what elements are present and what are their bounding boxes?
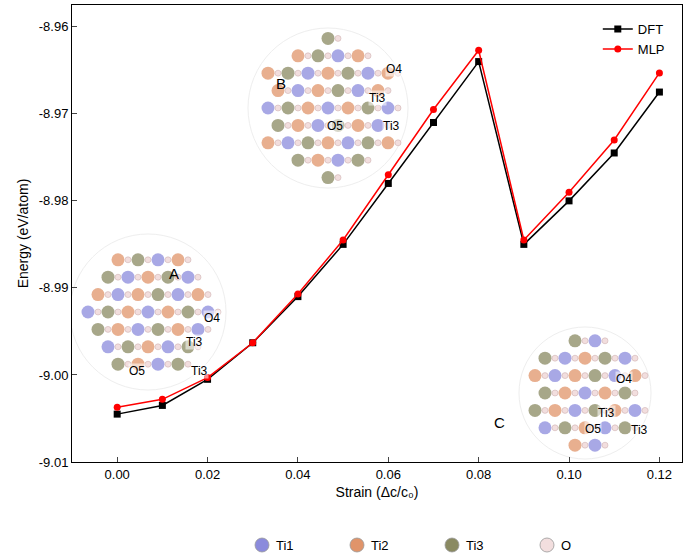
svg-text:MLP: MLP — [638, 42, 665, 57]
svg-text:0.04: 0.04 — [285, 467, 310, 482]
svg-text:Ti3: Ti3 — [466, 538, 484, 553]
svg-text:0.12: 0.12 — [647, 467, 672, 482]
svg-text:Strain (Δc/c₀): Strain (Δc/c₀) — [336, 484, 419, 500]
svg-text:-8.98: -8.98 — [39, 193, 69, 208]
svg-text:-8.99: -8.99 — [39, 280, 69, 295]
svg-text:A: A — [169, 265, 179, 282]
svg-text:O5: O5 — [129, 364, 145, 378]
svg-text:0.06: 0.06 — [376, 467, 401, 482]
svg-text:Ti3: Ti3 — [186, 335, 203, 349]
svg-text:0.10: 0.10 — [556, 467, 581, 482]
svg-text:-8.97: -8.97 — [39, 106, 69, 121]
svg-text:-9.00: -9.00 — [39, 368, 69, 383]
svg-text:-9.01: -9.01 — [39, 455, 69, 470]
svg-text:Ti1: Ti1 — [276, 538, 294, 553]
svg-text:Ti3: Ti3 — [383, 119, 400, 133]
svg-text:DFT: DFT — [638, 22, 663, 37]
svg-text:Ti3: Ti3 — [369, 91, 386, 105]
svg-text:0.02: 0.02 — [195, 467, 220, 482]
svg-text:O4: O4 — [616, 372, 632, 386]
svg-text:O5: O5 — [585, 422, 601, 436]
svg-text:Ti3: Ti3 — [598, 406, 615, 420]
svg-text:Energy (eV/atom): Energy (eV/atom) — [15, 179, 31, 289]
svg-text:B: B — [276, 75, 286, 92]
svg-text:O: O — [561, 538, 571, 553]
svg-text:Ti3: Ti3 — [191, 364, 208, 378]
svg-text:O4: O4 — [386, 62, 402, 76]
svg-text:0.00: 0.00 — [105, 467, 130, 482]
svg-text:O5: O5 — [327, 119, 343, 133]
svg-text:O4: O4 — [204, 311, 220, 325]
svg-text:0.08: 0.08 — [466, 467, 491, 482]
svg-text:Ti3: Ti3 — [631, 423, 648, 437]
svg-text:C: C — [494, 414, 505, 431]
svg-text:-8.96: -8.96 — [39, 19, 69, 34]
svg-text:Ti2: Ti2 — [371, 538, 389, 553]
